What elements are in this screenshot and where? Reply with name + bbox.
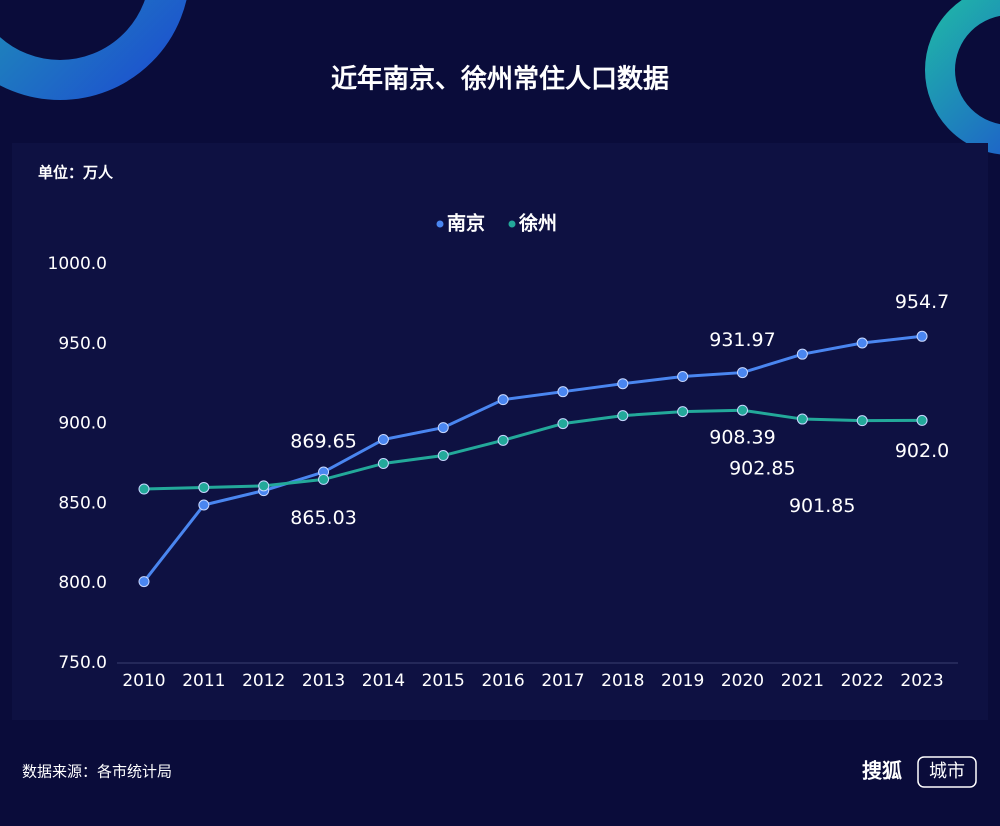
brand-tag: 城市 <box>929 761 965 782</box>
data-point <box>737 367 748 379</box>
x-tick-label: 2021 <box>781 671 824 691</box>
data-point <box>737 404 748 416</box>
x-tick-label: 2018 <box>601 671 644 691</box>
chart-title: 近年南京、徐州常住人口数据 <box>331 64 669 95</box>
y-tick-label: 850.0 <box>58 493 107 513</box>
data-point <box>856 415 868 427</box>
x-tick-label: 2013 <box>302 671 345 691</box>
data-label: 869.65 <box>290 431 356 453</box>
x-tick-label: 2014 <box>362 671 405 691</box>
legend-label: 南京 <box>447 212 485 235</box>
x-tick-label: 2012 <box>242 671 285 691</box>
data-label: 954.7 <box>895 291 949 313</box>
data-point <box>377 458 389 469</box>
data-point <box>677 371 689 383</box>
data-point <box>138 576 150 588</box>
data-point <box>497 394 509 406</box>
decor-arc <box>925 0 1000 155</box>
brand-box <box>917 756 977 788</box>
x-tick-label: 2020 <box>721 671 764 691</box>
legend-marker <box>436 220 444 228</box>
data-point <box>617 378 629 390</box>
data-point <box>437 422 449 434</box>
x-tick-label: 2017 <box>541 671 584 691</box>
data-point <box>557 386 569 398</box>
y-tick-label: 750.0 <box>58 653 107 673</box>
data-point <box>916 414 928 426</box>
data-point <box>557 418 569 430</box>
y-tick-label: 950.0 <box>58 334 107 354</box>
data-point <box>198 499 210 511</box>
y-tick-label: 800.0 <box>58 573 107 593</box>
data-label: 902.85 <box>729 458 795 480</box>
panel <box>12 143 988 720</box>
legend-label: 徐州 <box>518 212 557 235</box>
data-point <box>377 434 389 446</box>
data-label: 931.97 <box>709 329 775 351</box>
decor-arc <box>0 0 187 100</box>
data-point <box>677 406 689 418</box>
y-tick-label: 1000.0 <box>48 254 107 274</box>
x-tick-label: 2023 <box>900 671 943 691</box>
data-point <box>497 434 509 446</box>
data-point <box>198 481 210 493</box>
data-point <box>617 410 629 422</box>
x-tick-label: 2022 <box>841 671 884 691</box>
y-tick-label: 900.0 <box>58 414 107 434</box>
data-point <box>916 330 928 342</box>
legend-marker <box>508 220 516 228</box>
data-label: 908.39 <box>709 427 775 449</box>
x-tick-label: 2015 <box>422 671 465 691</box>
data-point <box>796 413 808 425</box>
data-point <box>138 483 150 495</box>
brand: 搜狐 <box>862 759 902 783</box>
series-line <box>142 334 923 583</box>
x-tick-label: 2016 <box>481 671 524 691</box>
x-tick-label: 2011 <box>182 671 225 691</box>
data-point <box>258 480 270 492</box>
unit-label: 单位：万人 <box>38 164 114 182</box>
x-tick-label: 2019 <box>661 671 704 691</box>
data-label: 865.03 <box>290 507 356 529</box>
data-point <box>796 348 808 360</box>
series-line <box>143 408 923 491</box>
data-point <box>856 337 868 349</box>
data-label: 902.0 <box>895 440 949 462</box>
source: 数据来源：各市统计局 <box>22 763 172 781</box>
x-tick-label: 2010 <box>122 671 165 691</box>
data-point <box>318 473 330 485</box>
data-point <box>437 450 449 462</box>
data-label: 901.85 <box>789 495 855 517</box>
